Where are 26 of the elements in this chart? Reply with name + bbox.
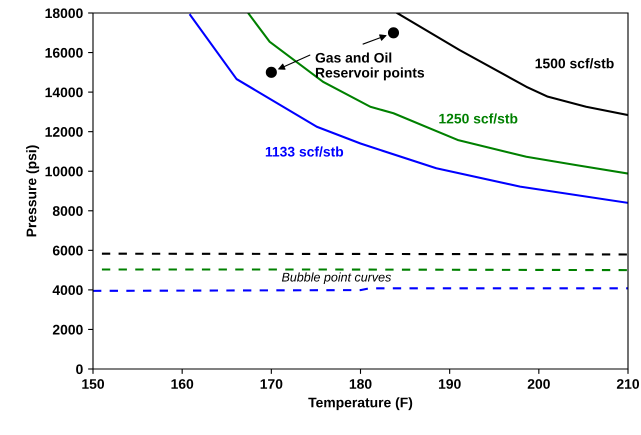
line-series <box>247 13 628 175</box>
y-axis-title: Pressure (psi) <box>26 145 40 236</box>
y-tick-label: 8000 <box>52 206 83 216</box>
x-tick-label: 210 <box>616 379 640 389</box>
series-label: 1250 scf/stb <box>439 113 518 124</box>
y-tick-label: 6000 <box>52 246 83 256</box>
x-tick-label: 170 <box>260 379 282 389</box>
x-tick-label: 160 <box>171 379 194 389</box>
x-axis-title: Temperature (F) <box>308 397 412 410</box>
annotation: Gas and Oil Reservoir points <box>316 52 424 80</box>
y-tick-label: 10000 <box>46 166 83 176</box>
x-tick-label: 190 <box>438 379 461 389</box>
y-tick-label: 2000 <box>52 324 83 335</box>
series-label: 1500 scf/stb <box>536 58 614 68</box>
y-tick-label: 18000 <box>46 8 83 18</box>
x-tick-label: 180 <box>350 379 372 389</box>
y-tick-label: 16000 <box>46 48 83 58</box>
y-tick-label: 12000 <box>46 127 83 137</box>
annotation: Bubble point curves <box>282 272 392 284</box>
x-tick-label: 200 <box>528 379 550 389</box>
y-tick-label: 4000 <box>52 285 83 296</box>
x-tick-label: 150 <box>82 379 104 389</box>
line-series <box>189 14 628 204</box>
series-label: 1133 scf/stb <box>266 146 344 157</box>
y-tick-label: 0 <box>76 364 83 374</box>
y-tick-label: 14000 <box>46 87 83 98</box>
